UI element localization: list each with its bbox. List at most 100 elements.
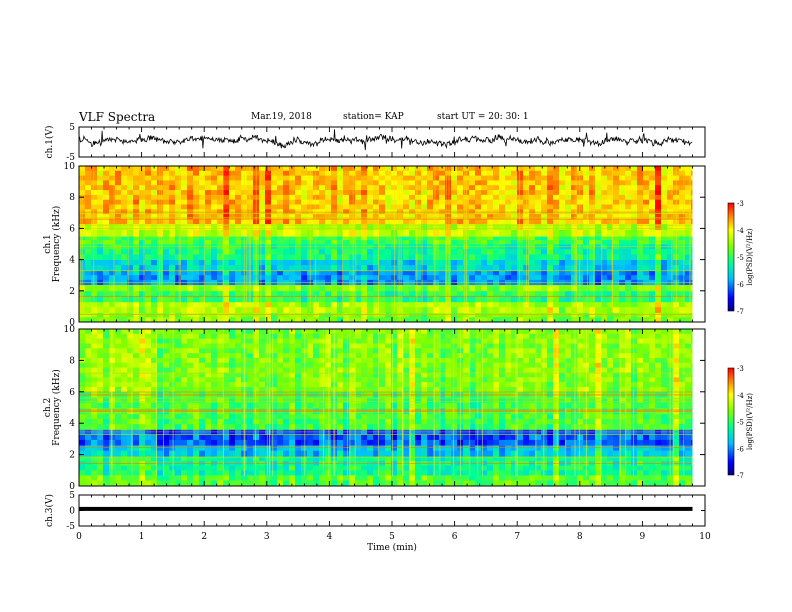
spectrogram-cell-ch2 (523, 413, 529, 420)
spectrogram-cell-ch1 (601, 180, 607, 186)
spectrogram-cell-ch1 (199, 290, 205, 297)
spectrogram-cell-ch2 (463, 470, 469, 476)
spectrogram-cell-ch1 (205, 290, 211, 297)
spectrogram-cell-ch2 (427, 439, 433, 446)
spectrogram-cell-ch2 (259, 402, 265, 409)
spectrogram-cell-ch1 (151, 290, 157, 297)
spectrogram-cell-ch1 (229, 301, 235, 308)
spectrogram-cell-ch1 (355, 185, 361, 191)
spectrogram-cell-ch2 (97, 465, 103, 471)
spectrogram-cell-ch2 (589, 470, 595, 476)
spectrogram-cell-ch1 (397, 190, 403, 196)
spectrogram-cell-ch1 (571, 223, 577, 231)
spectrogram-cell-ch2 (607, 475, 613, 481)
spectrogram-cell-ch1 (613, 317, 619, 323)
spectrogram-cell-ch2 (379, 419, 385, 425)
spectrogram-cell-ch1 (679, 296, 685, 303)
spectrogram-cell-ch2 (205, 434, 211, 441)
spectrogram-cell-ch1 (331, 240, 337, 245)
spectrogram-cell-ch1 (325, 223, 331, 231)
spectrogram-cell-ch2 (643, 480, 649, 487)
spectrogram-cell-ch1 (127, 312, 133, 318)
spectrogram-cell-ch1 (481, 290, 487, 297)
spectrogram-cell-ch1 (391, 270, 397, 276)
spectrogram-cell-ch1 (103, 259, 109, 266)
spectrogram-cell-ch1 (229, 240, 235, 245)
spectrogram-cell-ch1 (205, 259, 211, 266)
spectrogram-cell-ch1 (385, 301, 391, 308)
spectrogram-cell-ch1 (535, 199, 541, 205)
spectrogram-cell-ch1 (313, 223, 319, 231)
spectrogram-cell-ch1 (379, 265, 385, 271)
spectrogram-cell-ch1 (289, 254, 295, 260)
spectrogram-cell-ch1 (427, 307, 433, 314)
spectrogram-cell-ch2 (145, 419, 151, 425)
spectrogram-cell-ch2 (373, 402, 379, 409)
spectrogram-cell-ch1 (295, 307, 301, 314)
spectrogram-cell-ch1 (487, 259, 493, 266)
spectrogram-cell-ch1 (85, 317, 91, 323)
spectrogram-cell-ch1 (265, 284, 271, 292)
spectrogram-cell-ch1 (217, 301, 223, 308)
spectrogram-cell-ch2 (529, 450, 535, 457)
spectrogram-cell-ch1 (679, 240, 685, 245)
spectrogram-cell-ch2 (607, 439, 613, 446)
spectrogram-cell-ch1 (547, 259, 553, 266)
spectrogram-cell-ch1 (163, 218, 169, 225)
spectrogram-cell-ch1 (403, 240, 409, 245)
spectrogram-cell-ch1 (325, 204, 331, 210)
spectrogram-cell-ch1 (649, 170, 655, 176)
spectrogram-cell-ch2 (673, 413, 679, 420)
spectrogram-cell-ch2 (181, 424, 187, 430)
spectrogram-cell-ch1 (523, 290, 529, 297)
spectrogram-cell-ch1 (643, 170, 649, 176)
spectrogram-cell-ch1 (229, 249, 235, 255)
spectrogram-cell-ch2 (673, 465, 679, 471)
spectrogram-cell-ch1 (205, 166, 211, 172)
spectrogram-cell-ch1 (385, 223, 391, 231)
spectrogram-cell-ch2 (625, 419, 631, 425)
spectrogram-cell-ch2 (637, 424, 643, 430)
spectrogram-cell-ch1 (481, 190, 487, 196)
spectrogram-cell-ch1 (289, 230, 295, 237)
spectrogram-cell-ch2 (223, 439, 229, 446)
spectrogram-cell-ch1 (427, 312, 433, 318)
spectrogram-cell-ch2 (553, 397, 559, 404)
spectrogram-cell-ch1 (325, 307, 331, 314)
spectrogram-cell-ch1 (463, 175, 469, 181)
spectrogram-cell-ch1 (601, 236, 607, 241)
spectrogram-cell-ch1 (439, 204, 445, 210)
spectrogram-cell-ch2 (349, 445, 355, 452)
spectrogram-cell-ch2 (367, 445, 373, 452)
spectrogram-cell-ch1 (607, 240, 613, 245)
spectrogram-cell-ch1 (487, 175, 493, 181)
spectrogram-cell-ch1 (517, 230, 523, 237)
spectrogram-cell-ch2 (139, 424, 145, 430)
spectrogram-cell-ch1 (415, 249, 421, 255)
spectrogram-cell-ch1 (643, 199, 649, 205)
spectrogram-cell-ch1 (493, 270, 499, 276)
spectrogram-cell-ch2 (619, 424, 625, 430)
spectrogram-cell-ch1 (229, 317, 235, 323)
spectrogram-cell-ch2 (433, 480, 439, 487)
spectrogram-cell-ch2 (163, 445, 169, 452)
spectrogram-cell-ch1 (613, 218, 619, 225)
spectrogram-cell-ch2 (553, 424, 559, 430)
spectrogram-cell-ch2 (517, 465, 523, 471)
spectrogram-cell-ch1 (505, 301, 511, 308)
spectrogram-cell-ch2 (529, 424, 535, 430)
spectrogram-cell-ch1 (439, 249, 445, 255)
spectrogram-cell-ch1 (139, 265, 145, 271)
spectrogram-cell-ch2 (637, 419, 643, 425)
spectrogram-cell-ch2 (679, 470, 685, 476)
spectrogram-cell-ch1 (217, 175, 223, 181)
spectrogram-cell-ch1 (145, 230, 151, 237)
spectrogram-cell-ch1 (193, 270, 199, 276)
spectrogram-cell-ch1 (649, 204, 655, 210)
spectrogram-cell-ch1 (361, 307, 367, 314)
spectrogram-cell-ch2 (325, 397, 331, 404)
spectrogram-cell-ch1 (625, 214, 631, 220)
spectrogram-cell-ch1 (133, 270, 139, 276)
spectrogram-cell-ch1 (571, 204, 577, 210)
spectrogram-cell-ch2 (295, 434, 301, 441)
